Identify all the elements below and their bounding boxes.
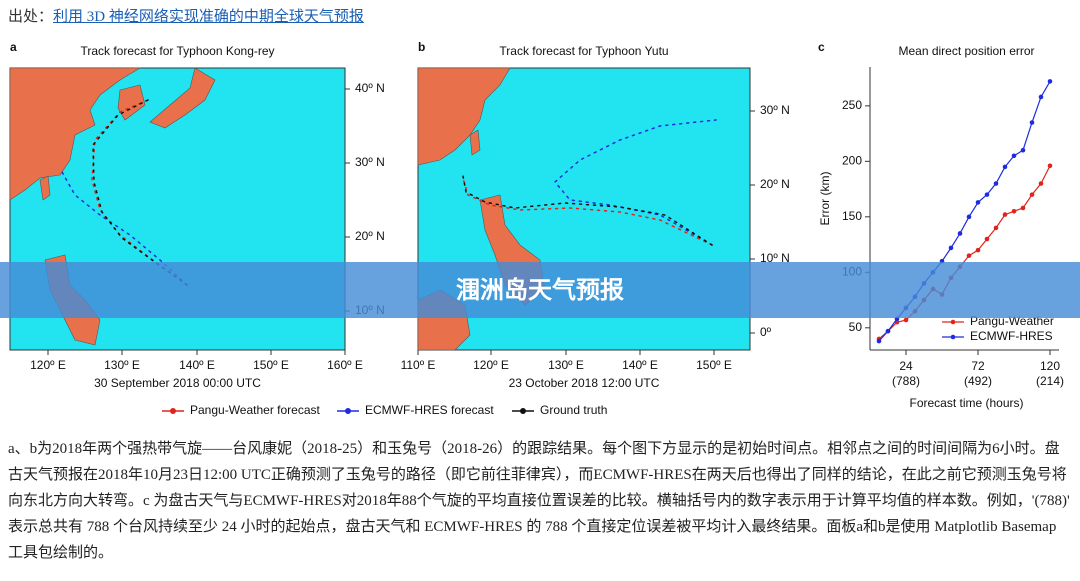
lon-label: 120º E (30, 358, 66, 372)
x-tick-count: (214) (1036, 374, 1064, 388)
data-point (966, 214, 972, 220)
lon-label: 140º E (179, 358, 215, 372)
legend-marker (520, 408, 526, 414)
data-point (1038, 94, 1044, 100)
lon-label: 110º E (401, 358, 436, 372)
track-truth (462, 175, 713, 246)
track-pangu (462, 177, 713, 246)
lat-label: 40º N (355, 81, 385, 95)
legend-label: Pangu-Weather forecast (190, 403, 321, 417)
data-point (1002, 212, 1008, 217)
land (417, 67, 511, 166)
data-point (1011, 153, 1017, 159)
panel-letter: c (818, 40, 825, 54)
data-point (1038, 181, 1044, 186)
data-point (966, 253, 972, 258)
x-tick-count: (788) (892, 374, 920, 388)
lon-label: 160º E (327, 358, 363, 372)
y-tick-label: 250 (842, 98, 862, 112)
caption: a、b为2018年两个强热带气旋——台风康妮（2018-25）和玉兔号（2018… (8, 441, 1070, 561)
source-link[interactable]: 利用 3D 神经网络实现准确的中期全球天气预报 (53, 9, 364, 25)
lon-label: 130º E (548, 358, 584, 372)
source-line: 出处：利用 3D 神经网络实现准确的中期全球天气预报 (8, 5, 364, 26)
data-point (1047, 79, 1053, 84)
data-point (993, 225, 999, 231)
x-tick-label: 72 (971, 359, 985, 373)
source-label: 出处： (8, 9, 54, 25)
data-point (984, 192, 990, 197)
x-tick-count: (492) (964, 374, 992, 388)
panel-title: Track forecast for Typhoon Yutu (499, 44, 668, 58)
legend-marker (950, 334, 956, 340)
figure: a Track forecast for Typhoon Kong-rey 40º … (9, 40, 1064, 417)
data-point (1029, 192, 1035, 197)
land (39, 175, 51, 201)
legend-marker (345, 408, 351, 414)
data-point (975, 247, 981, 253)
banner: 涠洲岛天气预报 (0, 262, 1080, 318)
data-point (1029, 120, 1035, 125)
y-tick-label: 150 (842, 209, 862, 223)
panel-title: Track forecast for Typhoon Kong-rey (80, 44, 274, 58)
data-point (984, 236, 990, 242)
lat-label: 30º N (355, 155, 385, 169)
data-point (948, 245, 954, 251)
chart-title: Mean direct position error (898, 44, 1034, 58)
x-axis-label: Forecast time (hours) (909, 396, 1023, 410)
lat-label: 10º N (760, 251, 790, 265)
lat-label: 0º (760, 325, 772, 339)
legend-label: ECMWF-HRES (970, 329, 1053, 343)
data-point (975, 200, 981, 205)
data-point (1020, 205, 1026, 211)
data-point (903, 317, 909, 323)
panel-letter: b (418, 40, 425, 54)
land (469, 129, 481, 156)
lon-label: 130º E (104, 358, 140, 372)
lon-label: 140º E (622, 358, 658, 372)
track-truth (92, 99, 188, 286)
y-axis-label: Error (km) (818, 172, 832, 226)
data-point (957, 231, 963, 236)
lat-label: 30º N (760, 103, 790, 117)
lat-label: 20º N (760, 177, 790, 191)
lat-label: 20º N (355, 229, 385, 243)
x-tick-label: 24 (899, 359, 913, 373)
y-tick-label: 50 (849, 320, 863, 334)
data-point (1011, 208, 1017, 214)
lon-label: 150º E (696, 358, 732, 372)
data-point (1002, 164, 1008, 170)
panel-letter: a (10, 40, 17, 54)
legend-label: ECMWF-HRES forecast (365, 403, 494, 417)
legend-marker (950, 319, 956, 325)
data-point (1020, 147, 1026, 153)
data-point (1047, 163, 1053, 169)
map-date: 23 October 2018 12:00 UTC (509, 376, 660, 390)
lon-label: 120º E (473, 358, 509, 372)
map-date: 30 September 2018 00:00 UTC (94, 376, 261, 390)
land (9, 67, 142, 201)
lon-label: 150º E (253, 358, 289, 372)
land (149, 67, 216, 129)
legend-marker (170, 408, 176, 414)
y-tick-label: 200 (842, 154, 862, 168)
x-tick-label: 120 (1040, 359, 1060, 373)
data-point (993, 181, 999, 186)
data-point (885, 328, 891, 334)
land (117, 84, 146, 121)
legend-label: Ground truth (540, 403, 607, 417)
data-point (876, 338, 882, 344)
